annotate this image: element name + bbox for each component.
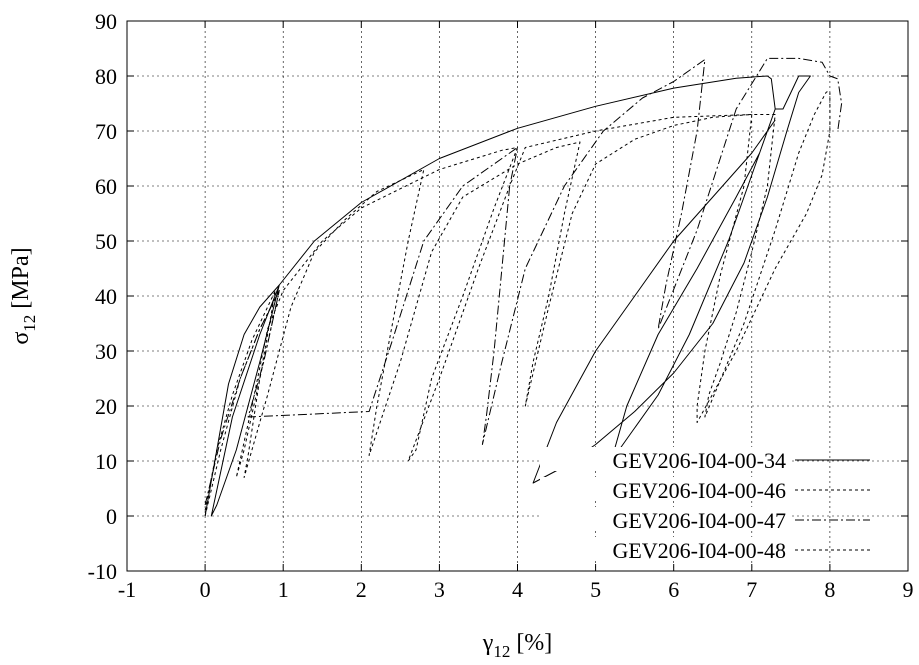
x-tick-label: 2 [356, 577, 367, 602]
legend-entry-bg [540, 537, 790, 561]
y-tick-label: 10 [95, 449, 117, 474]
y-tick-label: 20 [95, 394, 117, 419]
legend-label: GEV206-I04-00-47 [612, 508, 786, 533]
legend-label: GEV206-I04-00-34 [612, 448, 786, 473]
legend: GEV206-I04-00-34 GEV206-I04-00-46 GEV206-I… [540, 447, 870, 563]
x-tick-label: 0 [200, 577, 211, 602]
y-tick-label: 30 [95, 339, 117, 364]
legend-entry-bg [540, 507, 790, 531]
y-tick-label: 90 [95, 9, 117, 34]
legend-entry-bg [540, 447, 790, 471]
x-tick-label: 4 [512, 577, 523, 602]
y-tick-label: 0 [106, 504, 117, 529]
x-tick-label: 5 [590, 577, 601, 602]
x-tick-label: 3 [434, 577, 445, 602]
y-tick-label: 40 [95, 284, 117, 309]
x-tick-label: 8 [824, 577, 835, 602]
x-tick-label: -1 [118, 577, 136, 602]
y-tick-label: 80 [95, 64, 117, 89]
y-axis-label: σ12 [MPa] [8, 247, 39, 344]
legend-entry-bg [540, 477, 790, 501]
series-line-4 [204, 92, 831, 511]
x-tick-label: 9 [903, 577, 914, 602]
legend-label: GEV206-I04-00-46 [612, 478, 786, 503]
y-tick-label: 70 [95, 119, 117, 144]
series-line-3 [204, 57, 843, 506]
legend-label: GEV206-I04-00-48 [612, 538, 786, 563]
y-tick-label: 60 [95, 174, 117, 199]
x-tick-label: 6 [668, 577, 679, 602]
x-tick-label: 7 [746, 577, 757, 602]
x-axis-label: γ12 [%] [482, 630, 553, 661]
y-tick-label: -10 [88, 559, 117, 584]
x-tick-label: 1 [278, 577, 289, 602]
y-tick-label: 50 [95, 229, 117, 254]
series-line-2 [204, 89, 831, 517]
